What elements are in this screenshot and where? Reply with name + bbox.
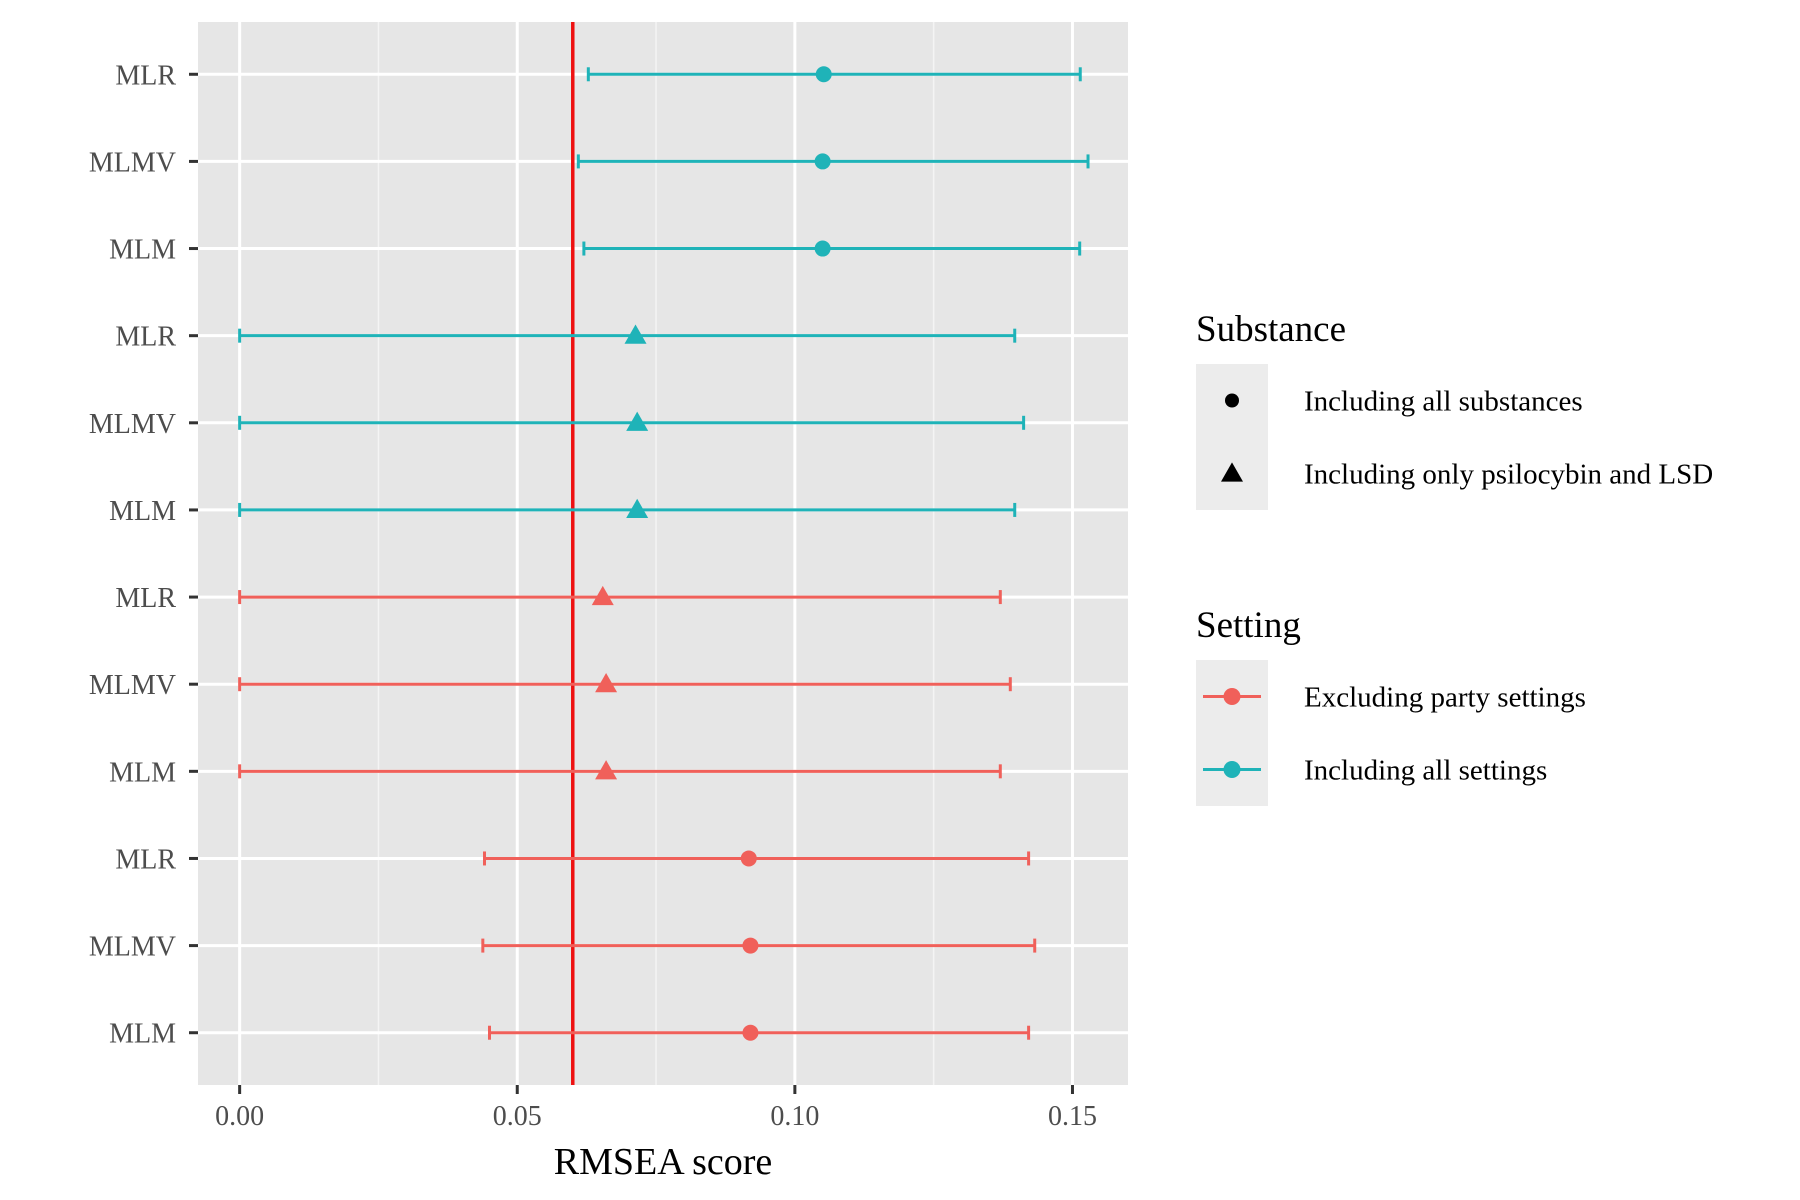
y-axis: MLR MLMV MLM MLR MLMV MLM MLR MLMV MLM MLR MLMV MLM [89, 60, 198, 1050]
x-tick-label: 0.10 [770, 1101, 819, 1132]
legend-entry-label: Excluding party settings [1304, 682, 1586, 714]
legend-entry-label: Including all substances [1304, 386, 1583, 418]
point-circle [742, 1024, 759, 1041]
y-tick-label: MLMV [89, 670, 176, 701]
point-triangle [591, 585, 614, 606]
legend-circle-key [1223, 688, 1241, 705]
y-tick-label: MLMV [89, 932, 176, 963]
legend-entry-label: Including all settings [1304, 755, 1547, 787]
point-triangle [624, 324, 647, 344]
x-tick-label: 0.05 [493, 1101, 542, 1132]
y-tick-label: MLR [115, 583, 176, 614]
y-tick-label: MLR [115, 844, 176, 875]
y-tick-label: MLM [109, 1019, 176, 1050]
point-triangle [595, 673, 618, 693]
legend-entry-label: Including only psilocybin and LSD [1304, 459, 1713, 491]
legend-title: Substance [1196, 309, 1346, 350]
y-tick-label: MLM [109, 757, 176, 788]
point-circle [814, 153, 831, 170]
x-axis-title: RMSEA score [554, 1141, 773, 1183]
legend-circle-key [1223, 761, 1241, 778]
y-tick-label: MLM [109, 235, 176, 266]
y-tick-label: MLR [115, 60, 176, 91]
point-triangle [595, 760, 618, 780]
point-triangle [626, 411, 649, 431]
legend-circle-key [1225, 393, 1239, 408]
legend-key-background [1196, 364, 1268, 510]
y-tick-label: MLM [109, 496, 176, 527]
x-axis: 0.00 0.05 0.10 0.15 [215, 1085, 1097, 1132]
point-estimates [591, 66, 832, 1041]
y-tick-label: MLMV [89, 409, 176, 440]
point-triangle [626, 498, 649, 519]
legend-key-background [1196, 660, 1268, 806]
point-circle [742, 937, 759, 954]
y-tick-label: MLMV [89, 147, 176, 178]
x-tick-label: 0.15 [1048, 1101, 1097, 1132]
legend-title: Setting [1196, 605, 1301, 646]
panel-background [198, 22, 1128, 1085]
legend-triangle-key [1221, 462, 1243, 482]
y-tick-label: MLR [115, 322, 176, 353]
grid-minor [377, 22, 935, 1085]
point-circle [740, 850, 757, 867]
legends: Substance Including all substances Includi… [1196, 309, 1713, 806]
point-circle [815, 66, 832, 83]
point-circle [814, 240, 831, 257]
x-tick-label: 0.00 [215, 1101, 264, 1132]
